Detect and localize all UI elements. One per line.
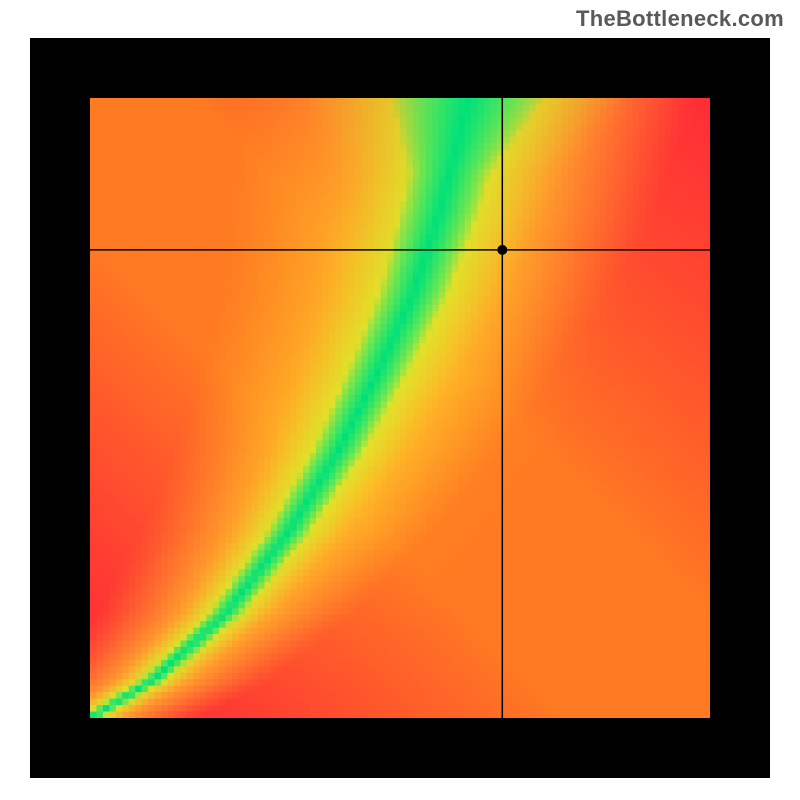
crosshair-dot xyxy=(497,245,507,255)
heatmap-chart xyxy=(0,0,800,800)
heatmap-cells xyxy=(90,98,711,719)
watermark-text: TheBottleneck.com xyxy=(576,6,784,32)
